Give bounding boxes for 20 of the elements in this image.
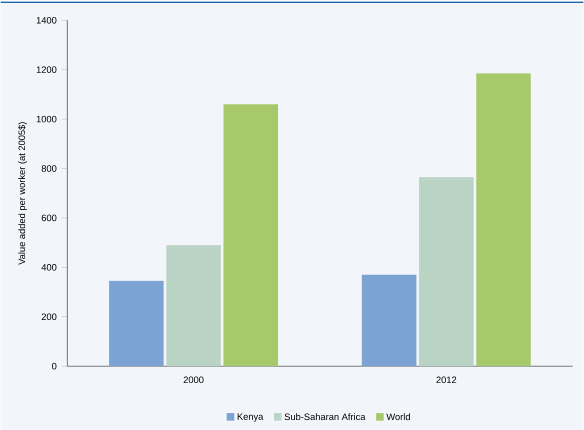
- legend-label: World: [386, 413, 410, 420]
- y-axis-title: Value added per worker (at 2005$): [18, 122, 27, 265]
- y-tick-label: 400: [41, 264, 56, 271]
- bar: [223, 104, 278, 366]
- bar: [476, 73, 531, 366]
- y-tick-label: 1000: [36, 116, 56, 122]
- x-tick-label: 2000: [184, 376, 204, 384]
- y-tick-label: 1200: [36, 66, 56, 73]
- y-tick-label: 0: [52, 362, 56, 370]
- x-tick-label: 2012: [436, 376, 456, 384]
- bar: [362, 274, 416, 366]
- y-tick-label: 1400: [36, 16, 56, 24]
- y-tick-label: 600: [42, 214, 56, 222]
- bar: [419, 177, 474, 366]
- legend-label: Sub-Saharan Africa: [284, 413, 366, 420]
- bar: [109, 280, 164, 366]
- legend-label: Kenya: [238, 413, 264, 422]
- y-tick-label: 800: [42, 165, 56, 172]
- y-tick-label: 200: [42, 313, 56, 320]
- bar: [166, 245, 221, 366]
